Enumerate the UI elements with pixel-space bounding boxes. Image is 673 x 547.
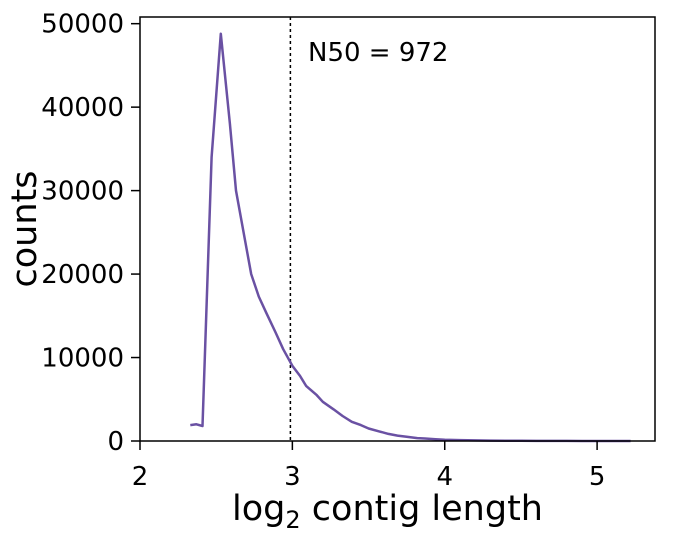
plot-frame (139, 16, 656, 442)
x-tick-label: 2 (132, 462, 149, 492)
n50-annotation: N50 = 972 (308, 38, 448, 68)
x-tick-label: 5 (589, 462, 606, 492)
plot-area (190, 17, 631, 443)
y-tick-label: 40000 (41, 93, 124, 123)
x-tick-label: 3 (284, 462, 301, 492)
axes: 2 3 4 5 0 10000 20000 30000 40000 50000 (41, 10, 656, 492)
series-line (190, 32, 631, 443)
x-axis-title-subscript: 2 (285, 506, 300, 534)
y-tick-label: 10000 (41, 344, 124, 374)
x-axis-title-suffix: contig length (301, 489, 543, 529)
x-axis-title: log2 contig length (232, 489, 543, 534)
y-tick-label: 20000 (41, 260, 124, 290)
y-axis-title: counts (5, 171, 45, 288)
x-axis-title-prefix: log (232, 489, 285, 529)
y-tick-label: 0 (107, 427, 124, 457)
x-tick-label: 4 (436, 462, 453, 492)
y-tick-label: 30000 (41, 177, 124, 207)
y-tick-label: 50000 (41, 10, 124, 40)
